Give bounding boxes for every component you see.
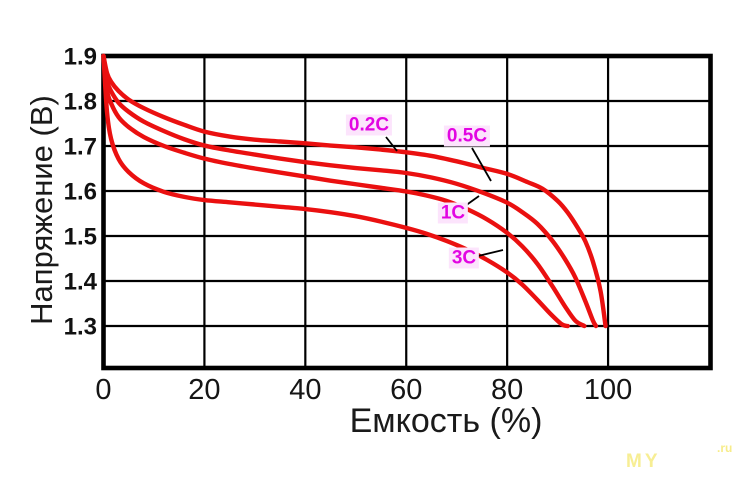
leader-line-0.2C: [385, 136, 398, 152]
y-tick-label: 1.4: [64, 269, 98, 296]
x-tick-label: 100: [584, 374, 632, 406]
plot-border: [101, 53, 713, 371]
x-tick-label: 40: [289, 374, 321, 406]
y-tick-label: 1.3: [64, 314, 97, 341]
leader-line-0.5C: [471, 147, 492, 182]
series-label-3C: 3C: [448, 247, 480, 269]
y-tick-label: 1.6: [64, 179, 97, 206]
watermark-text: MY: [626, 451, 661, 472]
x-axis-title: Емкость (%): [349, 402, 543, 440]
y-tick-label: 1.5: [64, 224, 97, 251]
watermark-suffix: .ru: [717, 441, 733, 455]
curve-1C: [101, 53, 587, 329]
curve-0.2C: [101, 53, 608, 329]
x-tick-label: 80: [491, 374, 523, 406]
x-tick-label: 0: [95, 374, 111, 406]
y-tick-label: 1.9: [64, 44, 97, 71]
y-tick-label: 1.7: [64, 134, 97, 161]
x-tick-label: 20: [188, 374, 220, 406]
x-tick-label: 60: [390, 374, 422, 406]
y-tick-label: 1.8: [64, 89, 97, 116]
curve-0.5C: [101, 53, 599, 329]
series-label-1C: 1C: [437, 202, 469, 224]
series-label-0.5C: 0.5C: [443, 125, 491, 147]
leader-line-3C: [477, 249, 504, 257]
series-label-0.2C: 0.2C: [345, 114, 393, 136]
y-axis-title: Напряжение (В): [24, 95, 59, 325]
curve-3C: [101, 53, 570, 329]
